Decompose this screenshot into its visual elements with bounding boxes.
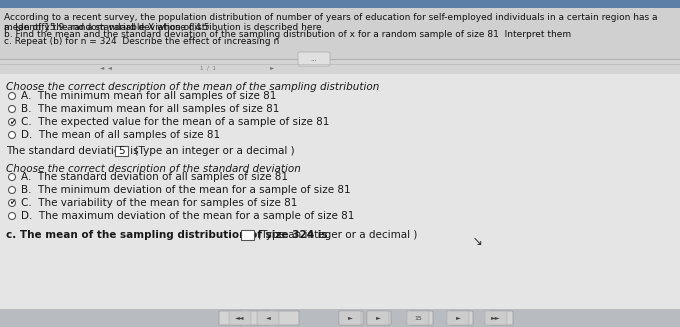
Text: ►: ►	[456, 316, 460, 320]
Bar	[241, 230, 254, 240]
Text: a. Identify the random variable X whose distribution is described here: a. Identify the random variable X whose …	[4, 23, 322, 32]
Text: The standard deviation is: The standard deviation is	[6, 146, 142, 156]
FancyBboxPatch shape	[229, 311, 251, 325]
Text: ...: ...	[311, 56, 318, 62]
Text: A.  The standard deviation of all samples of size 81: A. The standard deviation of all samples…	[21, 172, 288, 182]
Text: ◄◄: ◄◄	[235, 316, 245, 320]
FancyBboxPatch shape	[298, 52, 330, 66]
FancyBboxPatch shape	[407, 311, 429, 325]
Text: C.  The variability of the mean for samples of size 81: C. The variability of the mean for sampl…	[21, 198, 297, 208]
FancyBboxPatch shape	[219, 311, 243, 325]
Circle shape	[8, 106, 16, 112]
Text: c. Repeat (b) for n = 324  Describe the effect of increasing n: c. Repeat (b) for n = 324 Describe the e…	[4, 37, 279, 46]
Text: c. The mean of the sampling distribution of size 324 is: c. The mean of the sampling distribution…	[6, 230, 331, 240]
Text: D.  The maximum deviation of the mean for a sample of size 81: D. The maximum deviation of the mean for…	[21, 211, 354, 221]
Text: (Type an integer or a decimal ): (Type an integer or a decimal )	[254, 230, 418, 240]
Circle shape	[8, 174, 16, 181]
Text: Choose the correct description of the standard deviation: Choose the correct description of the st…	[6, 164, 301, 174]
FancyBboxPatch shape	[485, 311, 507, 325]
FancyBboxPatch shape	[257, 311, 279, 325]
Circle shape	[8, 131, 16, 139]
Text: Choose the correct description of the mean of the sampling distribution: Choose the correct description of the me…	[6, 82, 379, 92]
Text: B.  The maximum mean for all samples of size 81: B. The maximum mean for all samples of s…	[21, 104, 279, 114]
Circle shape	[8, 118, 16, 126]
Text: According to a recent survey, the population distribution of number of years of : According to a recent survey, the popula…	[4, 13, 658, 32]
FancyBboxPatch shape	[409, 311, 433, 325]
FancyBboxPatch shape	[247, 311, 271, 325]
Circle shape	[8, 199, 16, 206]
FancyBboxPatch shape	[367, 311, 391, 325]
Text: ►: ►	[375, 316, 380, 320]
Text: ✔: ✔	[9, 117, 15, 127]
Text: ►►: ►►	[491, 316, 500, 320]
FancyBboxPatch shape	[367, 311, 389, 325]
Text: ►: ►	[347, 316, 352, 320]
FancyBboxPatch shape	[449, 311, 473, 325]
Circle shape	[8, 213, 16, 219]
FancyBboxPatch shape	[339, 311, 363, 325]
Text: (Type an integer or a decimal ): (Type an integer or a decimal )	[129, 146, 295, 156]
FancyBboxPatch shape	[489, 311, 513, 325]
Text: b. Find the mean and the standard deviation of the sampling distribution of x fo: b. Find the mean and the standard deviat…	[4, 30, 571, 39]
FancyBboxPatch shape	[275, 311, 299, 325]
Bar	[0, 0, 680, 8]
Circle shape	[8, 186, 16, 194]
Text: A.  The minimum mean for all samples of size 81: A. The minimum mean for all samples of s…	[21, 91, 276, 101]
Bar	[0, 8, 680, 60]
Circle shape	[8, 93, 16, 99]
Text: 15: 15	[414, 316, 422, 320]
Text: C.  The expected value for the mean of a sample of size 81: C. The expected value for the mean of a …	[21, 117, 329, 127]
Text: ◄  ◄: ◄ ◄	[100, 65, 112, 71]
Text: D.  The mean of all samples of size 81: D. The mean of all samples of size 81	[21, 130, 220, 140]
Text: ►: ►	[270, 65, 274, 71]
Text: ✔: ✔	[9, 198, 15, 208]
Bar	[0, 60, 680, 74]
Bar	[0, 74, 680, 309]
FancyBboxPatch shape	[339, 311, 361, 325]
Text: B.  The minimum deviation of the mean for a sample of size 81: B. The minimum deviation of the mean for…	[21, 185, 351, 195]
Text: 1  /  1: 1 / 1	[200, 65, 216, 71]
Bar	[115, 146, 129, 156]
FancyBboxPatch shape	[447, 311, 469, 325]
Bar	[0, 309, 680, 327]
Text: ↖: ↖	[470, 232, 481, 246]
Text: ◄: ◄	[266, 316, 271, 320]
Text: 5: 5	[118, 146, 125, 156]
